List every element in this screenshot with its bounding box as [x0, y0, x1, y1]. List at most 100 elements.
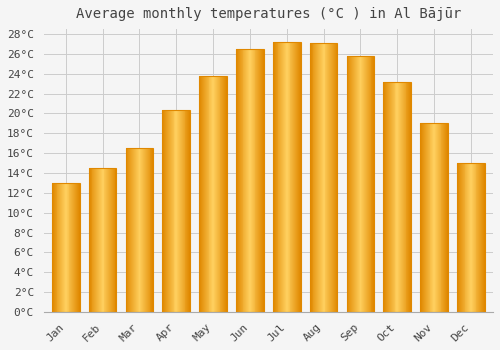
Bar [433, 123, 434, 312]
Bar [299, 42, 300, 312]
Bar [261, 49, 262, 312]
Bar [53, 183, 54, 312]
Bar [283, 42, 284, 312]
Bar [367, 56, 368, 312]
Bar [62, 183, 63, 312]
Bar [468, 163, 469, 312]
Bar [482, 163, 483, 312]
Bar [237, 49, 238, 312]
Bar [96, 168, 97, 312]
Bar [287, 42, 288, 312]
Bar [389, 82, 390, 312]
Bar [177, 111, 178, 312]
Bar [295, 42, 296, 312]
Bar [111, 168, 112, 312]
Bar [89, 168, 90, 312]
Bar [326, 43, 328, 312]
Bar [242, 49, 244, 312]
Bar [65, 183, 66, 312]
Bar [314, 43, 316, 312]
Bar [333, 43, 334, 312]
Bar [350, 56, 351, 312]
Bar [107, 168, 108, 312]
Bar [52, 183, 80, 312]
Bar [316, 43, 317, 312]
Bar [60, 183, 61, 312]
Bar [166, 111, 167, 312]
Bar [143, 148, 144, 312]
Bar [61, 183, 62, 312]
Bar [250, 49, 251, 312]
Bar [130, 148, 131, 312]
Bar [226, 76, 227, 312]
Bar [164, 111, 165, 312]
Bar [66, 183, 68, 312]
Bar [64, 183, 65, 312]
Bar [256, 49, 258, 312]
Bar [388, 82, 389, 312]
Bar [247, 49, 248, 312]
Bar [56, 183, 58, 312]
Bar [401, 82, 402, 312]
Bar [422, 123, 423, 312]
Bar [434, 123, 435, 312]
Bar [74, 183, 75, 312]
Bar [109, 168, 110, 312]
Bar [101, 168, 102, 312]
Bar [362, 56, 363, 312]
Bar [134, 148, 135, 312]
Bar [445, 123, 446, 312]
Bar [212, 76, 213, 312]
Bar [249, 49, 250, 312]
Bar [290, 42, 292, 312]
Bar [214, 76, 215, 312]
Bar [263, 49, 264, 312]
Bar [312, 43, 314, 312]
Bar [182, 111, 184, 312]
Bar [396, 82, 398, 312]
Bar [436, 123, 437, 312]
Bar [435, 123, 436, 312]
Bar [324, 43, 326, 312]
Bar [459, 163, 460, 312]
Bar [404, 82, 406, 312]
Bar [136, 148, 138, 312]
Bar [90, 168, 92, 312]
Bar [99, 168, 100, 312]
Bar [392, 82, 394, 312]
Bar [178, 111, 179, 312]
Bar [222, 76, 223, 312]
Bar [75, 183, 76, 312]
Bar [146, 148, 147, 312]
Bar [176, 111, 177, 312]
Bar [203, 76, 204, 312]
Bar [406, 82, 408, 312]
Bar [470, 163, 471, 312]
Bar [321, 43, 322, 312]
Bar [285, 42, 286, 312]
Bar [189, 111, 190, 312]
Bar [218, 76, 220, 312]
Bar [471, 163, 472, 312]
Bar [220, 76, 222, 312]
Bar [138, 148, 140, 312]
Bar [400, 82, 401, 312]
Bar [167, 111, 168, 312]
Bar [206, 76, 208, 312]
Bar [248, 49, 249, 312]
Bar [76, 183, 77, 312]
Bar [357, 56, 358, 312]
Bar [288, 42, 290, 312]
Bar [461, 163, 462, 312]
Bar [352, 56, 353, 312]
Bar [102, 168, 104, 312]
Bar [52, 183, 53, 312]
Title: Average monthly temperatures (°C ) in Al Bājūr: Average monthly temperatures (°C ) in Al… [76, 7, 461, 21]
Bar [72, 183, 73, 312]
Bar [384, 82, 386, 312]
Bar [262, 49, 263, 312]
Bar [132, 148, 133, 312]
Bar [356, 56, 357, 312]
Bar [402, 82, 403, 312]
Bar [126, 148, 128, 312]
